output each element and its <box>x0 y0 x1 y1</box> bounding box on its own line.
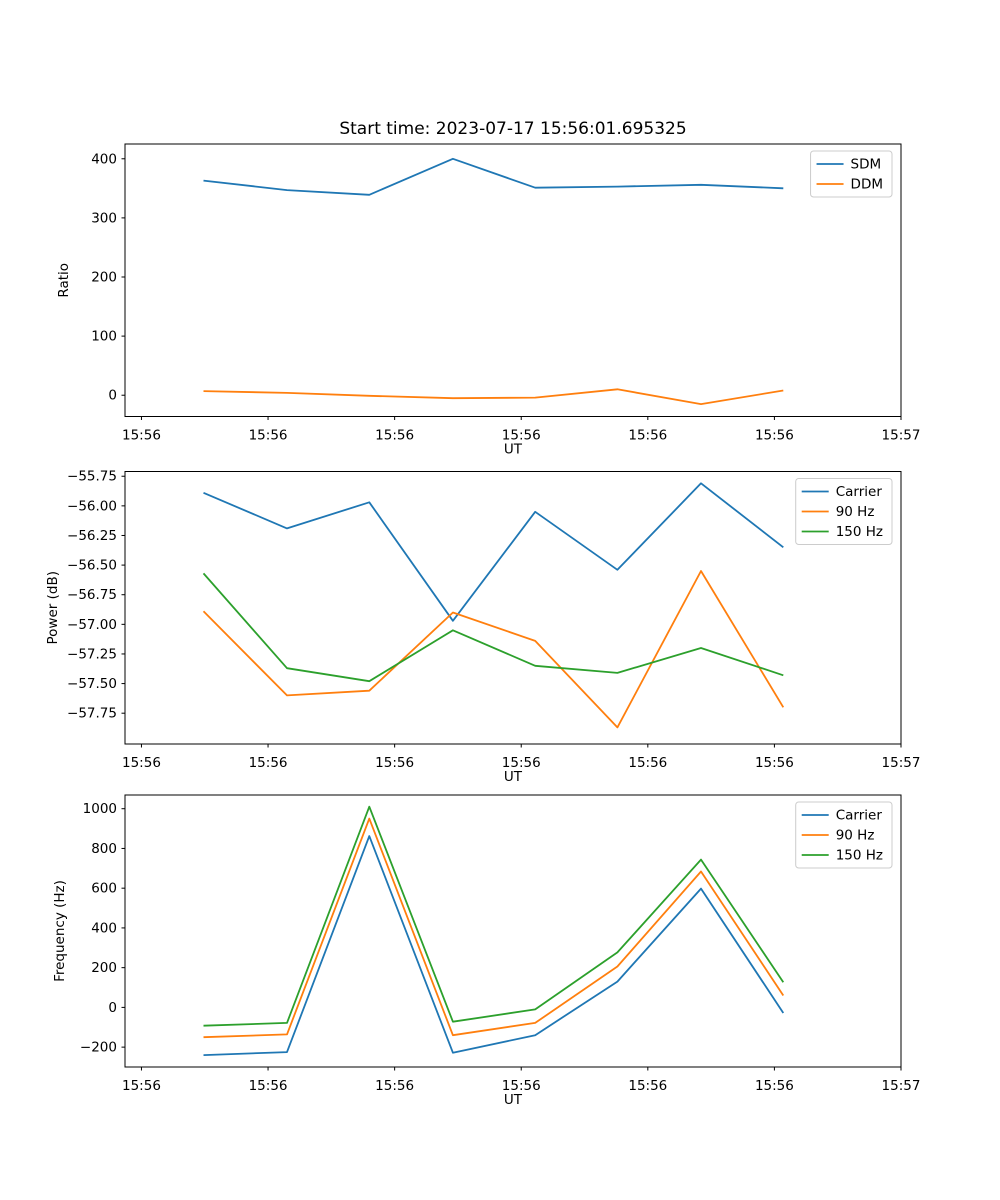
legend-box <box>810 150 893 198</box>
subplot-3: 15:56 15:56 15:56 15:56 15:56 15:56 15:57 UT −20… <box>52 794 921 1108</box>
legend-label-90-hz: 90 Hz <box>836 504 875 520</box>
series-line-sdm <box>203 157 784 196</box>
x-tick-label: 15:56 <box>375 1078 414 1094</box>
y-axis-label-power-db: Power (dB) <box>45 571 61 644</box>
y-tick-label: 1000 <box>83 801 117 817</box>
x-tick-label: 15:56 <box>755 755 794 771</box>
y-tick-label: −200 <box>80 1040 117 1056</box>
x-tick-label: 15:56 <box>755 428 794 444</box>
y-tick-label: −56.50 <box>67 558 117 574</box>
series-line-carrier <box>203 835 785 1056</box>
x-tick-label: 15:56 <box>249 428 288 444</box>
y-tick-label: −57.25 <box>67 646 117 662</box>
series-line-ddm <box>203 388 784 406</box>
y-tick-label: 0 <box>108 388 117 404</box>
axes-spines <box>124 143 902 417</box>
x-axis-label: UT <box>504 442 523 458</box>
x-tick-label: 15:56 <box>375 428 414 444</box>
x-tick-label: 15:57 <box>882 428 921 444</box>
x-tick-label: 15:56 <box>249 755 288 771</box>
x-axis-label: UT <box>504 769 523 785</box>
x-tick-label: 15:56 <box>502 428 541 444</box>
series-line-90-hz <box>202 570 785 729</box>
y-axis-label-frequency-hz: Frequency (Hz) <box>52 880 68 982</box>
x-tick-label: 15:56 <box>122 1078 161 1094</box>
x-tick-label: 15:57 <box>882 1078 921 1094</box>
series-line-150-hz <box>202 572 784 683</box>
y-tick-label: −55.75 <box>67 469 117 485</box>
legend: Carrier 90 Hz 150 Hz <box>795 801 893 869</box>
y-tick-label: 400 <box>91 920 117 936</box>
x-tick-label: 15:56 <box>628 428 667 444</box>
legend-label-sdm: SDM <box>851 157 882 173</box>
y-axis-label-ratio: Ratio <box>56 263 72 298</box>
y-tick-label: 800 <box>91 841 117 857</box>
subplot-1: 15:56 15:56 15:56 15:56 15:56 15:56 15:57 UT 0 10… <box>56 143 921 458</box>
y-tick-label: 600 <box>91 881 117 897</box>
y-tick-label: −56.00 <box>67 498 117 514</box>
axes-spines <box>124 471 902 745</box>
legend-label-ddm: DDM <box>851 177 883 193</box>
x-tick-label: 15:57 <box>882 755 921 771</box>
legend-label-carrier: Carrier <box>836 808 883 824</box>
x-tick-label: 15:56 <box>628 755 667 771</box>
y-tick-label: 0 <box>108 1000 117 1016</box>
x-tick-label: 15:56 <box>122 755 161 771</box>
legend-box <box>795 478 893 545</box>
legend: SDM DDM <box>810 150 893 198</box>
subplot-2: 15:56 15:56 15:56 15:56 15:56 15:56 15:57 UT −55… <box>45 469 920 785</box>
y-tick-label: 400 <box>91 151 117 167</box>
series-line-carrier <box>203 482 784 622</box>
x-tick-label: 15:56 <box>122 428 161 444</box>
legend-box <box>795 801 893 869</box>
x-tick-label: 15:56 <box>375 755 414 771</box>
y-tick-label: −56.75 <box>67 587 117 603</box>
legend-label-150-hz: 150 Hz <box>836 848 883 864</box>
series-line-90-hz <box>203 817 785 1039</box>
axes-spines <box>124 794 902 1068</box>
legend-label-carrier: Carrier <box>836 484 883 500</box>
x-tick-label: 15:56 <box>502 755 541 771</box>
x-tick-label: 15:56 <box>755 1078 794 1094</box>
x-tick-label: 15:56 <box>502 1078 541 1094</box>
y-tick-label: −57.50 <box>67 676 117 692</box>
legend-label-150-hz: 150 Hz <box>836 524 883 540</box>
y-tick-label: 200 <box>91 960 117 976</box>
x-tick-label: 15:56 <box>628 1078 667 1094</box>
figure-title: Start time: 2023-07-17 15:56:01.695325 <box>339 119 686 139</box>
x-tick-label: 15:56 <box>249 1078 288 1094</box>
legend: Carrier 90 Hz 150 Hz <box>795 478 893 545</box>
y-tick-label: 300 <box>91 210 117 226</box>
y-tick-label: 200 <box>91 269 117 285</box>
y-tick-label: −57.75 <box>67 706 117 722</box>
legend-label-90-hz: 90 Hz <box>836 828 875 844</box>
y-tick-label: −56.25 <box>67 528 117 544</box>
y-tick-label: 100 <box>91 329 117 345</box>
series-line-150-hz <box>203 805 785 1027</box>
y-tick-label: −57.00 <box>67 617 117 633</box>
x-axis-label: UT <box>504 1092 523 1108</box>
